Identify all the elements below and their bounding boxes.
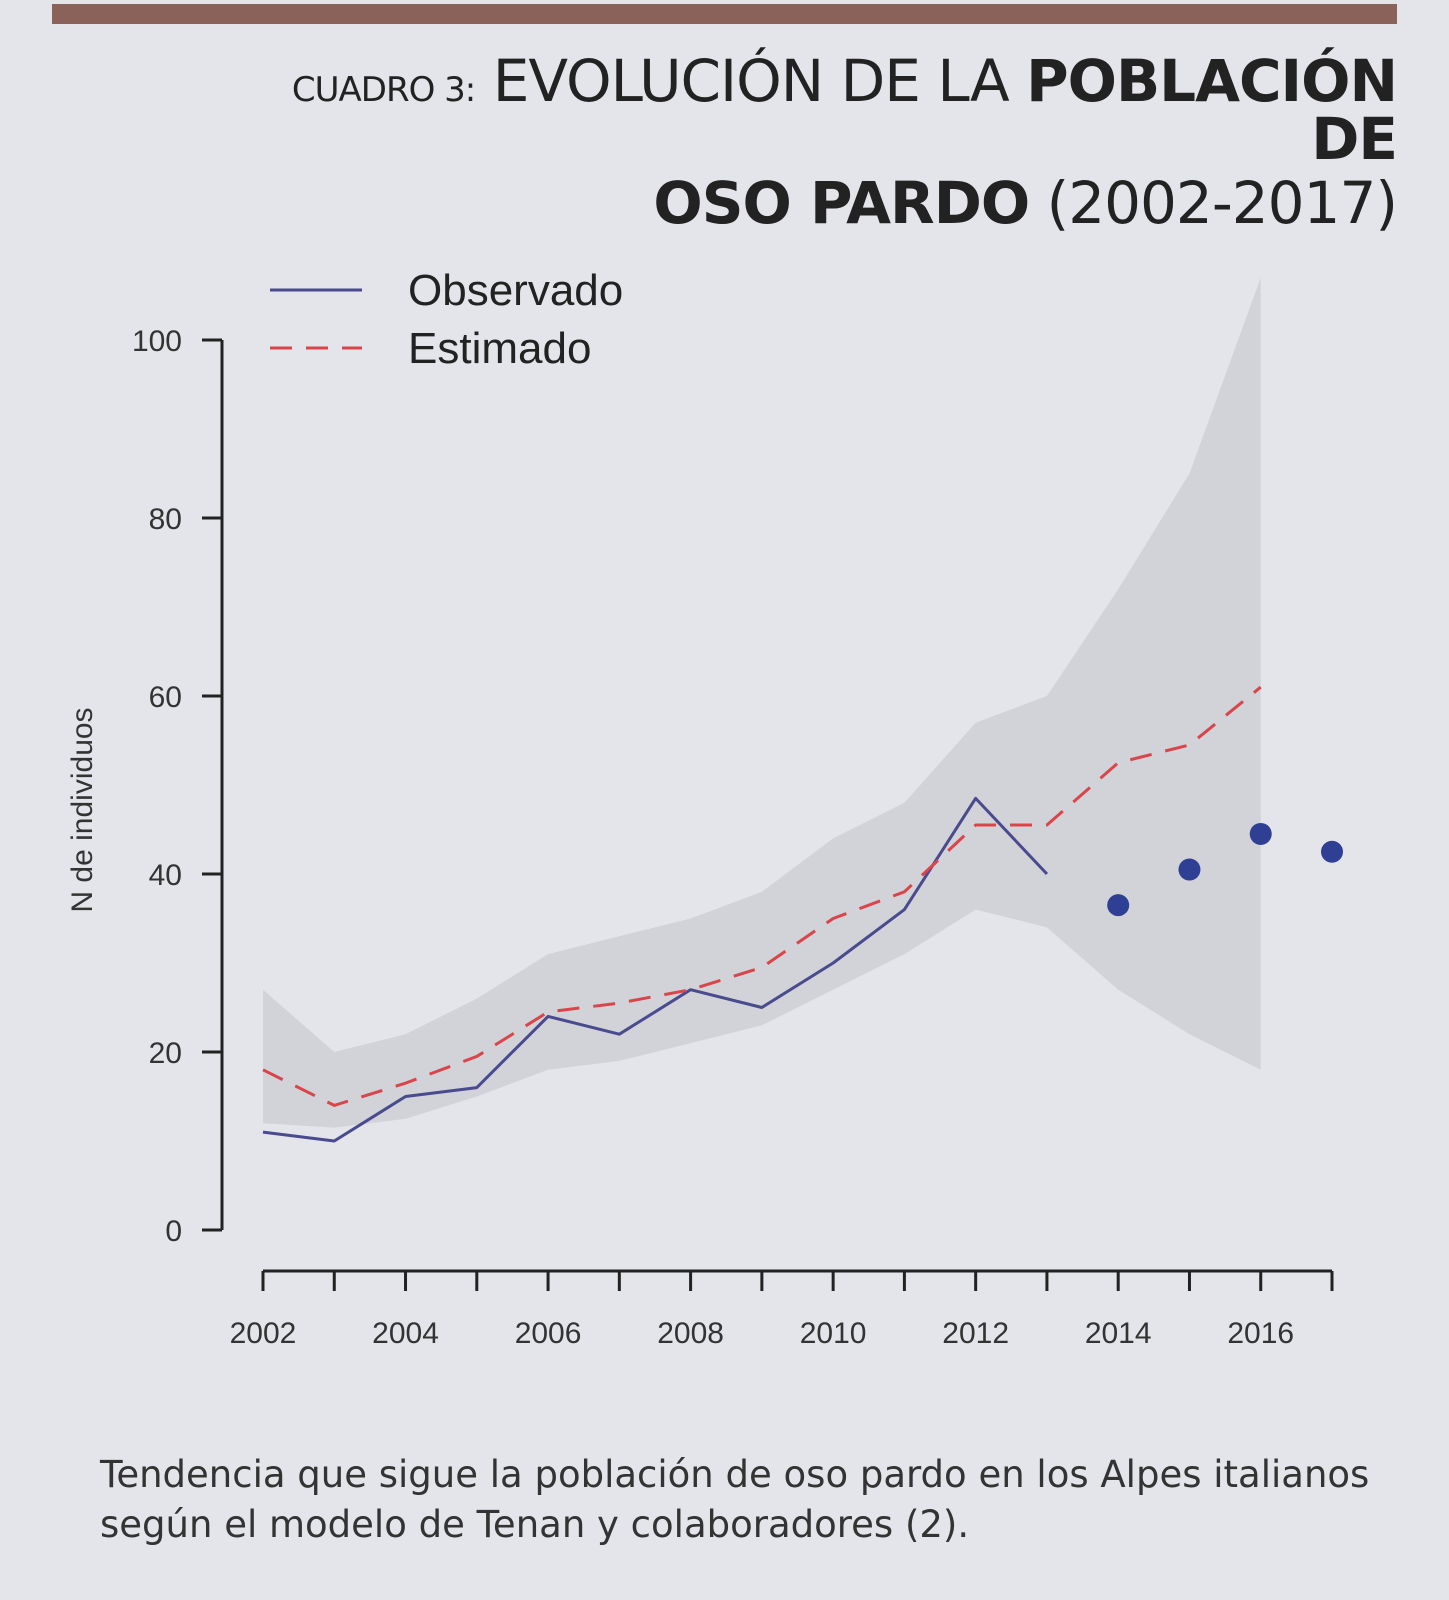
x-tick-label: 2010 — [800, 1317, 867, 1350]
y-tick-label: 0 — [165, 1215, 182, 1248]
x-tick-label: 2012 — [942, 1317, 1009, 1350]
header-bar — [52, 4, 1397, 24]
x-tick-label: 2014 — [1085, 1317, 1152, 1350]
y-axis-title: N de individuos — [66, 707, 99, 912]
title-line-1: CUADRO 3: EVOLUCIÓN DE LA POBLACIÓN DE — [197, 52, 1398, 168]
chart-container: 0 20 40 60 80 100 N de individuos 2002 2004 2006 2… — [0, 230, 1449, 1380]
confidence-band — [263, 277, 1261, 1128]
caption-line-1: Tendencia que sigue la población de oso … — [100, 1453, 1370, 1496]
title-years: (2002-2017) — [1046, 169, 1398, 237]
population-chart: 0 20 40 60 80 100 N de individuos 2002 2004 2006 2… — [66, 266, 1343, 1350]
y-tick-label: 40 — [149, 859, 182, 892]
title-prefix: CUADRO 3: — [291, 70, 476, 110]
caption-line-2: según el modelo de Tenan y colaboradores… — [100, 1502, 970, 1546]
title-bold-part-2: OSO PARDO — [653, 169, 1030, 237]
series-line-observado — [262, 796, 1049, 1143]
title-regular-part: EVOLUCIÓN DE LA — [492, 47, 1010, 115]
data-point-2014 — [1107, 894, 1130, 917]
title-line-2: OSO PARDO (2002-2017) — [197, 174, 1398, 232]
data-point-2015 — [1178, 858, 1201, 881]
chart-title: CUADRO 3: EVOLUCIÓN DE LA POBLACIÓN DE O… — [197, 52, 1398, 232]
y-tick-label: 100 — [132, 325, 182, 358]
y-tick-label: 80 — [149, 503, 182, 536]
data-point-2017 — [1321, 840, 1343, 863]
legend-label-observado: Observado — [408, 266, 623, 315]
x-tick-label: 2006 — [515, 1317, 582, 1350]
y-tick-label: 20 — [149, 1037, 182, 1070]
x-tick-label: 2004 — [372, 1317, 439, 1350]
x-tick-label: 2016 — [1227, 1317, 1294, 1350]
title-bold-part: POBLACIÓN DE — [1026, 47, 1398, 173]
figure-caption: Tendencia que sigue la población de oso … — [100, 1450, 1400, 1550]
y-tick-label: 60 — [149, 681, 182, 714]
x-tick-label: 2002 — [230, 1317, 297, 1350]
legend-label-estimado: Estimado — [408, 324, 591, 373]
x-tick-label: 2008 — [657, 1317, 724, 1350]
data-point-2016 — [1249, 822, 1272, 845]
